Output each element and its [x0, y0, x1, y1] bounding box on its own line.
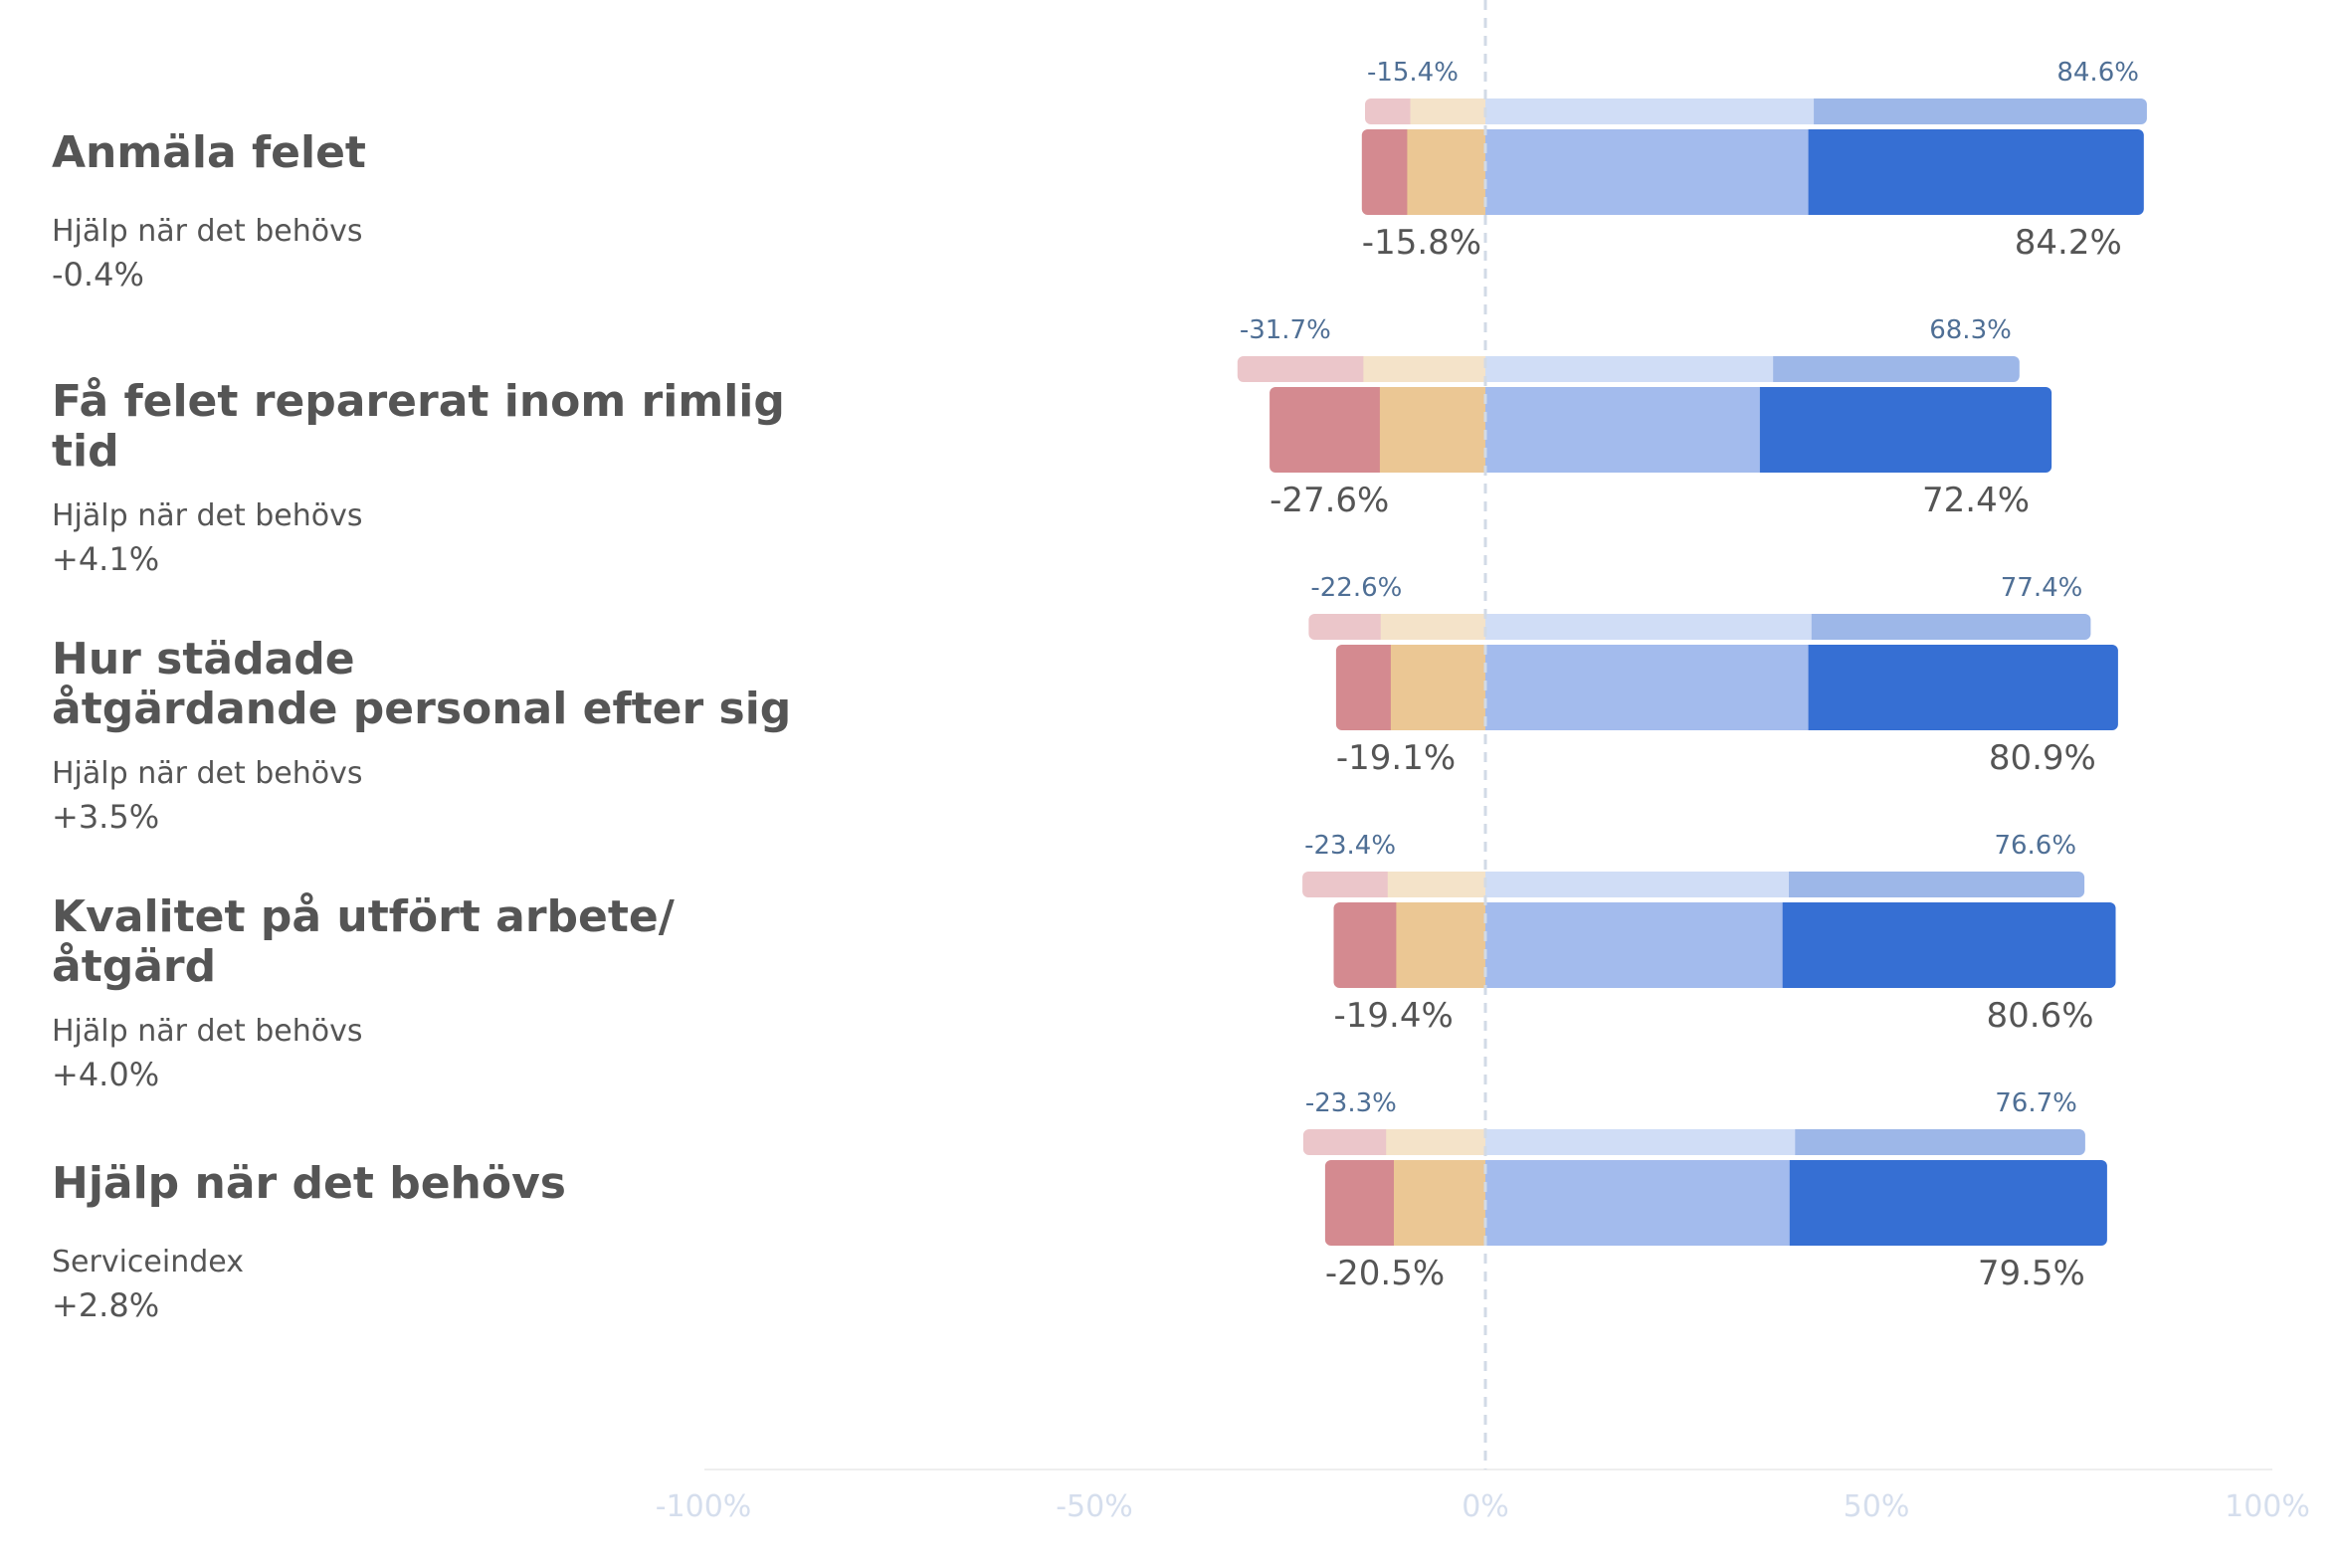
current-negative-segment — [1394, 1160, 1485, 1246]
current-negative-total-label: -27.6% — [1270, 481, 1389, 520]
previous-positive-segment — [1485, 872, 1789, 897]
previous-negative-segment — [1386, 1129, 1485, 1155]
current-positive-segment — [1485, 129, 1809, 215]
current-very-negative-segment — [1333, 902, 1403, 988]
x-tick-label: 0% — [1462, 1489, 1509, 1524]
previous-very-positive-segment — [1767, 356, 2020, 382]
category-change: +4.0% — [52, 1056, 159, 1093]
previous-very-negative-segment — [1302, 1129, 1393, 1155]
category-title-line-1: Kvalitet på utfört arbete/ — [52, 891, 676, 942]
previous-positive-total-label: 76.6% — [1994, 831, 2076, 861]
previous-very-positive-segment — [1789, 1129, 2085, 1155]
previous-very-positive-segment — [1783, 872, 2085, 897]
previous-positive-total-label: 68.3% — [1929, 315, 2012, 345]
current-positive-total-label: 79.5% — [1978, 1254, 2085, 1293]
current-very-positive-segment — [1802, 129, 2144, 215]
current-negative-segment — [1390, 645, 1485, 730]
category-title-line-1: Få felet reparerat inom rimlig — [52, 376, 785, 427]
current-positive-total-label: 72.4% — [1922, 481, 2030, 520]
x-tick-label: 50% — [1844, 1489, 1910, 1524]
current-very-positive-segment — [1776, 902, 2116, 988]
previous-very-negative-segment — [1237, 356, 1370, 382]
category-title: Få felet reparerat inom rimlig tid — [52, 376, 785, 477]
previous-very-positive-segment — [1805, 614, 2091, 640]
category-subtitle: Hjälp när det behövs — [52, 498, 363, 533]
current-positive-total-label: 80.9% — [1989, 738, 2096, 778]
current-very-positive-segment — [1753, 387, 2052, 473]
previous-positive-segment — [1485, 98, 1815, 124]
current-negative-segment — [1407, 129, 1485, 215]
previous-very-positive-segment — [1808, 98, 2147, 124]
current-positive-total-label: 84.2% — [2015, 223, 2122, 263]
category-title-line-2: tid — [52, 426, 119, 477]
category-title: Anmäla felet — [52, 127, 366, 178]
previous-very-negative-segment — [1308, 614, 1387, 640]
current-very-positive-segment — [1783, 1160, 2107, 1246]
previous-negative-segment — [1363, 356, 1485, 382]
previous-negative-total-label: -22.6% — [1310, 573, 1402, 603]
x-tick-label: -50% — [1056, 1489, 1133, 1524]
previous-negative-segment — [1380, 614, 1485, 640]
category-title-line-1: Hur städade — [52, 634, 355, 685]
category-subtitle: Hjälp när det behövs — [52, 214, 363, 249]
current-positive-segment — [1485, 645, 1809, 730]
category-title: Hjälp när det behövs — [52, 1158, 566, 1209]
category-subtitle: Hjälp när det behövs — [52, 1014, 363, 1049]
current-very-negative-segment — [1270, 387, 1386, 473]
category-title: Kvalitet på utfört arbete/åtgärd — [52, 891, 676, 992]
category-title-line-2: åtgärdande personal efter sig — [52, 684, 791, 734]
previous-very-negative-segment — [1365, 98, 1417, 124]
previous-negative-total-label: -31.7% — [1240, 315, 1331, 345]
previous-positive-total-label: 76.7% — [1995, 1088, 2077, 1118]
current-positive-segment — [1485, 1160, 1790, 1246]
current-negative-total-label: -15.8% — [1362, 223, 1481, 263]
x-tick-label: 100% — [2225, 1489, 2310, 1524]
category-change: +3.5% — [52, 798, 159, 836]
current-positive-total-label: 80.6% — [1987, 996, 2094, 1036]
current-positive-segment — [1485, 902, 1783, 988]
category-title-line-2: åtgärd — [52, 941, 216, 992]
previous-positive-segment — [1485, 356, 1774, 382]
previous-negative-total-label: -23.3% — [1305, 1088, 1397, 1118]
category-change: +2.8% — [52, 1286, 159, 1324]
current-very-positive-segment — [1802, 645, 2118, 730]
current-very-negative-segment — [1335, 645, 1397, 730]
category-change: -0.4% — [52, 256, 144, 294]
current-negative-total-label: -20.5% — [1325, 1254, 1445, 1293]
current-negative-total-label: -19.4% — [1334, 996, 1454, 1036]
previous-positive-segment — [1485, 614, 1812, 640]
previous-positive-segment — [1485, 1129, 1796, 1155]
category-subtitle: Serviceindex — [52, 1245, 244, 1279]
current-positive-segment — [1485, 387, 1760, 473]
current-negative-segment — [1379, 387, 1485, 473]
previous-very-negative-segment — [1302, 872, 1394, 897]
current-negative-total-label: -19.1% — [1336, 738, 1456, 778]
previous-negative-segment — [1410, 98, 1485, 124]
current-negative-segment — [1396, 902, 1485, 988]
previous-positive-total-label: 84.6% — [2056, 58, 2139, 88]
previous-negative-segment — [1387, 872, 1486, 897]
current-very-negative-segment — [1324, 1160, 1401, 1246]
current-very-negative-segment — [1361, 129, 1414, 215]
category-title: Hur städade åtgärdande personal efter sig — [52, 634, 791, 734]
previous-positive-total-label: 77.4% — [2001, 573, 2083, 603]
previous-negative-total-label: -23.4% — [1304, 831, 1396, 861]
x-tick-label: -100% — [656, 1489, 752, 1524]
category-change: +4.1% — [52, 540, 159, 578]
category-subtitle: Hjälp när det behövs — [52, 756, 363, 791]
previous-negative-total-label: -15.4% — [1367, 58, 1459, 88]
